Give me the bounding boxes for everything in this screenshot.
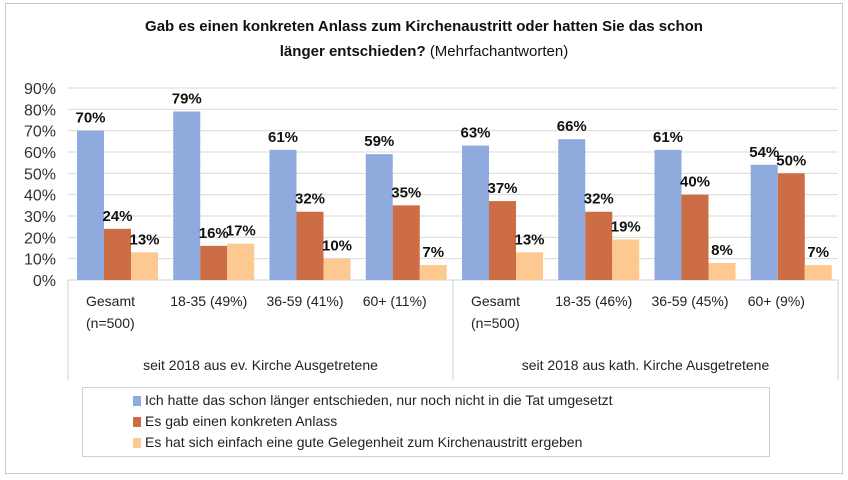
legend-item-3: Es hat sich einfach eine gute Gelegenhei… xyxy=(133,434,582,450)
y-tick-label: 60% xyxy=(24,145,56,162)
bar xyxy=(708,262,736,280)
category-label: 18-35 (49%) xyxy=(170,293,247,309)
category-label: 36-59 (45%) xyxy=(652,293,729,309)
bar xyxy=(750,164,778,280)
data-label: 17% xyxy=(226,223,256,240)
bar xyxy=(392,205,420,280)
bar xyxy=(131,252,158,280)
y-tick-label: 70% xyxy=(24,124,56,141)
data-label: 13% xyxy=(129,231,159,248)
bar xyxy=(681,194,709,280)
category-label: (n=500) xyxy=(471,315,520,331)
data-label: 61% xyxy=(653,129,683,146)
data-label: 13% xyxy=(514,231,544,248)
legend-swatch-2 xyxy=(133,417,141,427)
data-label: 7% xyxy=(807,244,829,261)
category-label: Gesamt xyxy=(86,293,135,309)
data-label: 59% xyxy=(364,133,394,150)
data-label: 35% xyxy=(391,184,421,201)
legend-label-2: Es gab einen konkreten Anlass xyxy=(145,413,338,429)
bar xyxy=(104,228,131,280)
bar xyxy=(462,145,489,280)
bar xyxy=(323,258,351,280)
y-tick-label: 30% xyxy=(24,209,56,226)
y-tick-label: 0% xyxy=(33,273,56,290)
title-note: (Mehrfachantworten) xyxy=(429,43,569,60)
bar xyxy=(365,154,393,280)
data-label: 24% xyxy=(102,208,132,225)
legend-item-1: Ich hatte das schon länger entschieden, … xyxy=(133,392,612,408)
legend: Ich hatte das schon länger entschieden, … xyxy=(82,387,770,457)
data-label: 79% xyxy=(172,90,202,107)
bar xyxy=(173,111,201,280)
bar xyxy=(77,130,104,280)
data-label: 10% xyxy=(322,238,352,255)
data-label: 37% xyxy=(487,180,517,197)
y-tick-label: 80% xyxy=(24,102,56,119)
bar xyxy=(227,243,255,280)
data-label: 40% xyxy=(680,174,710,191)
data-label: 8% xyxy=(711,242,733,259)
bar xyxy=(585,211,613,280)
bar xyxy=(612,239,640,280)
bar xyxy=(558,139,586,280)
bar xyxy=(200,245,228,280)
data-label: 61% xyxy=(268,129,298,146)
category-label: 36-59 (41%) xyxy=(267,293,344,309)
legend-label-1: Ich hatte das schon länger entschieden, … xyxy=(145,392,613,408)
group-label: seit 2018 aus ev. Kirche Ausgetretene xyxy=(143,357,378,373)
data-label: 70% xyxy=(75,110,105,127)
category-label: 18-35 (46%) xyxy=(555,293,632,309)
legend-label-3: Es hat sich einfach eine gute Gelegenhei… xyxy=(145,434,583,450)
title-bold-text: Gab es einen konkreten Anlass zum Kirche… xyxy=(145,18,703,35)
group-label: seit 2018 aus kath. Kirche Ausgetretene xyxy=(522,357,770,373)
chart-title: Gab es einen konkreten Anlass zum Kirche… xyxy=(0,14,848,64)
data-label: 32% xyxy=(295,191,325,208)
y-tick-label: 50% xyxy=(24,166,56,183)
bar xyxy=(489,201,516,280)
data-label: 19% xyxy=(611,218,641,235)
y-tick-label: 10% xyxy=(24,252,56,269)
data-label: 32% xyxy=(584,191,614,208)
y-tick-label: 40% xyxy=(24,188,56,205)
data-label: 54% xyxy=(749,144,779,161)
bar xyxy=(296,211,324,280)
legend-swatch-1 xyxy=(133,396,141,406)
data-label: 63% xyxy=(460,125,490,142)
category-label: (n=500) xyxy=(86,315,135,331)
bar xyxy=(804,265,832,280)
category-label: 60+ (9%) xyxy=(748,293,805,309)
data-label: 50% xyxy=(776,152,806,169)
bar xyxy=(777,173,805,280)
legend-item-2: Es gab einen konkreten Anlass xyxy=(133,413,337,429)
data-label: 66% xyxy=(557,118,587,135)
title-bold-text-2: länger entschieden? xyxy=(279,43,426,60)
category-label: 60+ (11%) xyxy=(363,293,427,309)
y-tick-label: 20% xyxy=(24,230,56,247)
bar xyxy=(654,149,682,280)
category-label: Gesamt xyxy=(471,293,520,309)
data-label: 16% xyxy=(199,225,229,242)
y-tick-label: 90% xyxy=(24,81,56,98)
bar xyxy=(269,149,297,280)
data-label: 7% xyxy=(422,244,444,261)
title-line-1: Gab es einen konkreten Anlass zum Kirche… xyxy=(0,14,848,39)
bar xyxy=(419,265,447,280)
bar xyxy=(516,252,543,280)
title-line-2: länger entschieden? (Mehrfachantworten) xyxy=(0,39,848,64)
legend-swatch-3 xyxy=(133,438,141,448)
